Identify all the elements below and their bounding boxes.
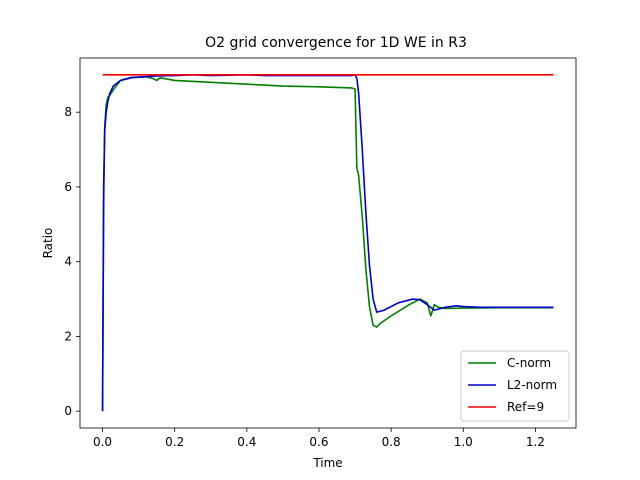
x-tick-label: 0.4	[237, 435, 256, 449]
legend-label: L2-norm	[507, 378, 557, 392]
legend: C-norm L2-norm Ref=9	[460, 350, 570, 422]
y-tick-label: 4	[64, 255, 72, 269]
legend-box	[460, 350, 570, 422]
y-axis-label: Ratio	[41, 228, 55, 259]
legend-label: Ref=9	[507, 400, 544, 414]
x-tick-label: 0.6	[309, 435, 328, 449]
y-axis-ticks: 0 2 4 6 8	[64, 105, 80, 418]
axes-frame	[79, 57, 577, 429]
x-tick-label: 0.2	[165, 435, 184, 449]
legend-label: C-norm	[507, 356, 551, 370]
x-tick-label: 0.8	[382, 435, 401, 449]
y-tick-label: 2	[64, 329, 72, 343]
x-tick-label: 0.0	[93, 435, 112, 449]
x-axis-ticks: 0.0 0.2 0.4 0.6 0.8 1.0 1.2	[93, 428, 545, 449]
y-tick-label: 0	[64, 404, 72, 418]
series-line-0	[101, 75, 554, 412]
series-layer	[101, 74, 554, 412]
x-tick-label: 1.2	[526, 435, 545, 449]
x-axis-label: Time	[312, 456, 342, 470]
chart-title: O2 grid convergence for 1D WE in R3	[205, 35, 467, 51]
y-tick-label: 6	[64, 180, 72, 194]
y-tick-label: 8	[64, 105, 72, 119]
x-tick-label: 1.0	[454, 435, 473, 449]
plot-area	[79, 57, 577, 429]
